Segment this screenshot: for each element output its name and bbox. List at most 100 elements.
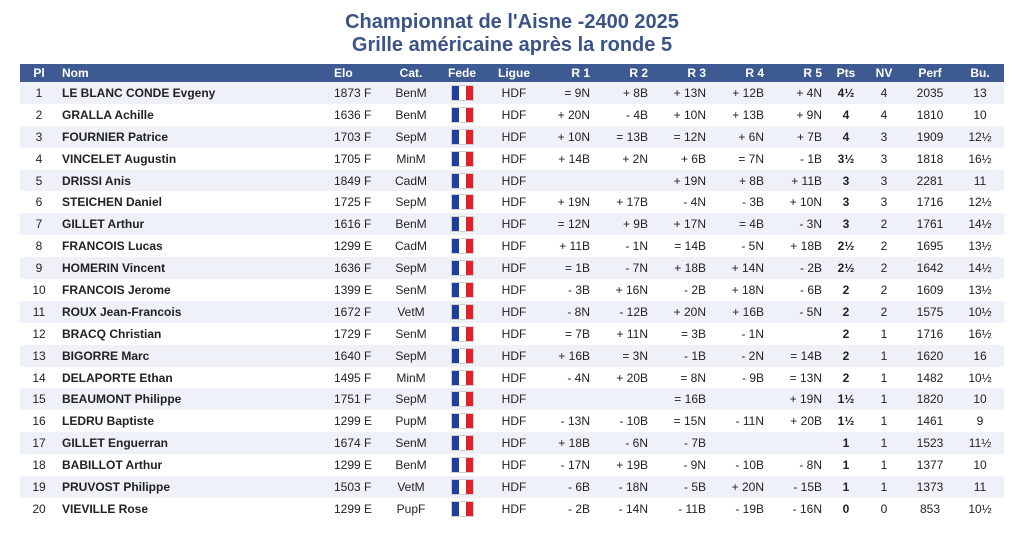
cell-round-1 bbox=[538, 388, 596, 411]
cell-place: 9 bbox=[20, 257, 58, 280]
col-header-bu[interactable]: Bu. bbox=[956, 64, 1004, 82]
cell-fede bbox=[434, 322, 490, 345]
cell-player-name: FRANCOIS Lucas bbox=[58, 235, 330, 258]
cell-nv: 3 bbox=[864, 147, 904, 170]
col-header-pl[interactable]: Pl bbox=[20, 64, 58, 82]
cell-round-5: - 8N bbox=[770, 454, 828, 477]
french-flag-icon bbox=[450, 325, 474, 342]
french-flag-icon bbox=[450, 478, 474, 495]
table-row: 2 GRALLA Achille 1636 F BenM HDF + 20N - 4B + 1… bbox=[20, 103, 1004, 126]
cell-round-4: - 2N bbox=[712, 344, 770, 367]
col-header-r1[interactable]: R 1 bbox=[538, 64, 596, 82]
cell-round-3: - 7B bbox=[654, 432, 712, 455]
cell-round-3: - 5B bbox=[654, 476, 712, 498]
cell-perf: 1820 bbox=[904, 388, 956, 411]
cell-category: SenM bbox=[388, 322, 434, 345]
cell-round-1: = 7B bbox=[538, 322, 596, 345]
table-row: 16 LEDRU Baptiste 1299 E PupM HDF - 13N - 10B =… bbox=[20, 410, 1004, 433]
cell-round-1: - 3B bbox=[538, 279, 596, 301]
cell-round-3: - 2B bbox=[654, 279, 712, 301]
cell-buchholz: 13½ bbox=[956, 279, 1004, 301]
cell-category: SepM bbox=[388, 257, 434, 280]
cell-player-name: VINCELET Augustin bbox=[58, 147, 330, 170]
col-header-cat[interactable]: Cat. bbox=[388, 64, 434, 82]
cell-player-name: BABILLOT Arthur bbox=[58, 454, 330, 477]
cell-round-2: + 8B bbox=[596, 82, 654, 104]
cell-round-3: - 1B bbox=[654, 344, 712, 367]
table-row: 17 GILLET Enguerran 1674 F SenM HDF + 18B - 6N… bbox=[20, 432, 1004, 455]
cell-nv: 3 bbox=[864, 169, 904, 192]
cell-fede bbox=[434, 410, 490, 433]
french-flag-icon bbox=[450, 216, 474, 233]
cell-round-3: = 3B bbox=[654, 322, 712, 345]
cell-buchholz: 12½ bbox=[956, 125, 1004, 148]
col-header-nv[interactable]: NV bbox=[864, 64, 904, 82]
cell-player-name: BIGORRE Marc bbox=[58, 344, 330, 367]
cell-elo: 1729 F bbox=[330, 322, 388, 345]
cell-round-4: + 16B bbox=[712, 300, 770, 323]
cell-round-1 bbox=[538, 169, 596, 192]
col-header-ligue[interactable]: Ligue bbox=[490, 64, 538, 82]
cell-elo: 1640 F bbox=[330, 344, 388, 367]
col-header-fede[interactable]: Fede bbox=[434, 64, 490, 82]
col-header-r4[interactable]: R 4 bbox=[712, 64, 770, 82]
cell-perf: 1716 bbox=[904, 322, 956, 345]
cell-round-3: = 12N bbox=[654, 125, 712, 148]
cell-round-1: - 17N bbox=[538, 454, 596, 477]
cell-place: 1 bbox=[20, 82, 58, 104]
cell-buchholz: 10½ bbox=[956, 300, 1004, 323]
french-flag-icon bbox=[450, 369, 474, 386]
cell-points: 1 bbox=[828, 454, 864, 477]
cell-points: 2 bbox=[828, 366, 864, 389]
cell-nv: 2 bbox=[864, 279, 904, 301]
cell-perf: 1695 bbox=[904, 235, 956, 258]
cell-place: 19 bbox=[20, 476, 58, 498]
col-header-r5[interactable]: R 5 bbox=[770, 64, 828, 82]
col-header-nom[interactable]: Nom bbox=[58, 64, 330, 82]
cell-fede bbox=[434, 344, 490, 367]
cell-round-1: + 19N bbox=[538, 191, 596, 214]
cell-nv: 1 bbox=[864, 432, 904, 455]
cell-elo: 1299 E bbox=[330, 235, 388, 258]
cell-ligue: HDF bbox=[490, 279, 538, 301]
cell-fede bbox=[434, 125, 490, 148]
cell-fede bbox=[434, 279, 490, 301]
cell-place: 18 bbox=[20, 454, 58, 477]
cell-perf: 1818 bbox=[904, 147, 956, 170]
page-subtitle: Grille américaine après la ronde 5 bbox=[351, 34, 673, 56]
french-flag-icon bbox=[450, 172, 474, 189]
cell-elo: 1636 F bbox=[330, 257, 388, 280]
cell-player-name: HOMERIN Vincent bbox=[58, 257, 330, 280]
table-row: 3 FOURNIER Patrice 1703 F SepM HDF + 10N = 13B… bbox=[20, 125, 1004, 148]
cell-round-4: + 8B bbox=[712, 169, 770, 192]
cell-points: 1½ bbox=[828, 388, 864, 411]
cell-round-3: = 15N bbox=[654, 410, 712, 433]
cell-fede bbox=[434, 257, 490, 280]
cell-round-1: + 20N bbox=[538, 103, 596, 126]
col-header-pts[interactable]: Pts bbox=[828, 64, 864, 82]
cell-place: 4 bbox=[20, 147, 58, 170]
cell-ligue: HDF bbox=[490, 476, 538, 498]
cell-points: 4½ bbox=[828, 82, 864, 104]
cell-nv: 1 bbox=[864, 322, 904, 345]
cell-player-name: LE BLANC CONDE Evgeny bbox=[58, 82, 330, 104]
cell-perf: 1575 bbox=[904, 300, 956, 323]
cell-elo: 1503 F bbox=[330, 476, 388, 498]
cell-ligue: HDF bbox=[490, 125, 538, 148]
cell-player-name: PRUVOST Philippe bbox=[58, 476, 330, 498]
french-flag-icon bbox=[450, 260, 474, 277]
table-row: 7 GILLET Arthur 1616 F BenM HDF = 12N + 9B + 17… bbox=[20, 213, 1004, 236]
cell-round-1: + 16B bbox=[538, 344, 596, 367]
standings-table: Pl Nom Elo Cat. Fede Ligue R 1 R 2 R 3 R… bbox=[20, 64, 1004, 520]
col-header-perf[interactable]: Perf bbox=[904, 64, 956, 82]
cell-round-1: = 12N bbox=[538, 213, 596, 236]
col-header-r3[interactable]: R 3 bbox=[654, 64, 712, 82]
cell-fede bbox=[434, 82, 490, 104]
cell-round-1: - 13N bbox=[538, 410, 596, 433]
cell-fede bbox=[434, 147, 490, 170]
cell-round-3: - 9N bbox=[654, 454, 712, 477]
cell-player-name: BRACQ Christian bbox=[58, 322, 330, 345]
col-header-r2[interactable]: R 2 bbox=[596, 64, 654, 82]
col-header-elo[interactable]: Elo bbox=[330, 64, 388, 82]
cell-ligue: HDF bbox=[490, 300, 538, 323]
